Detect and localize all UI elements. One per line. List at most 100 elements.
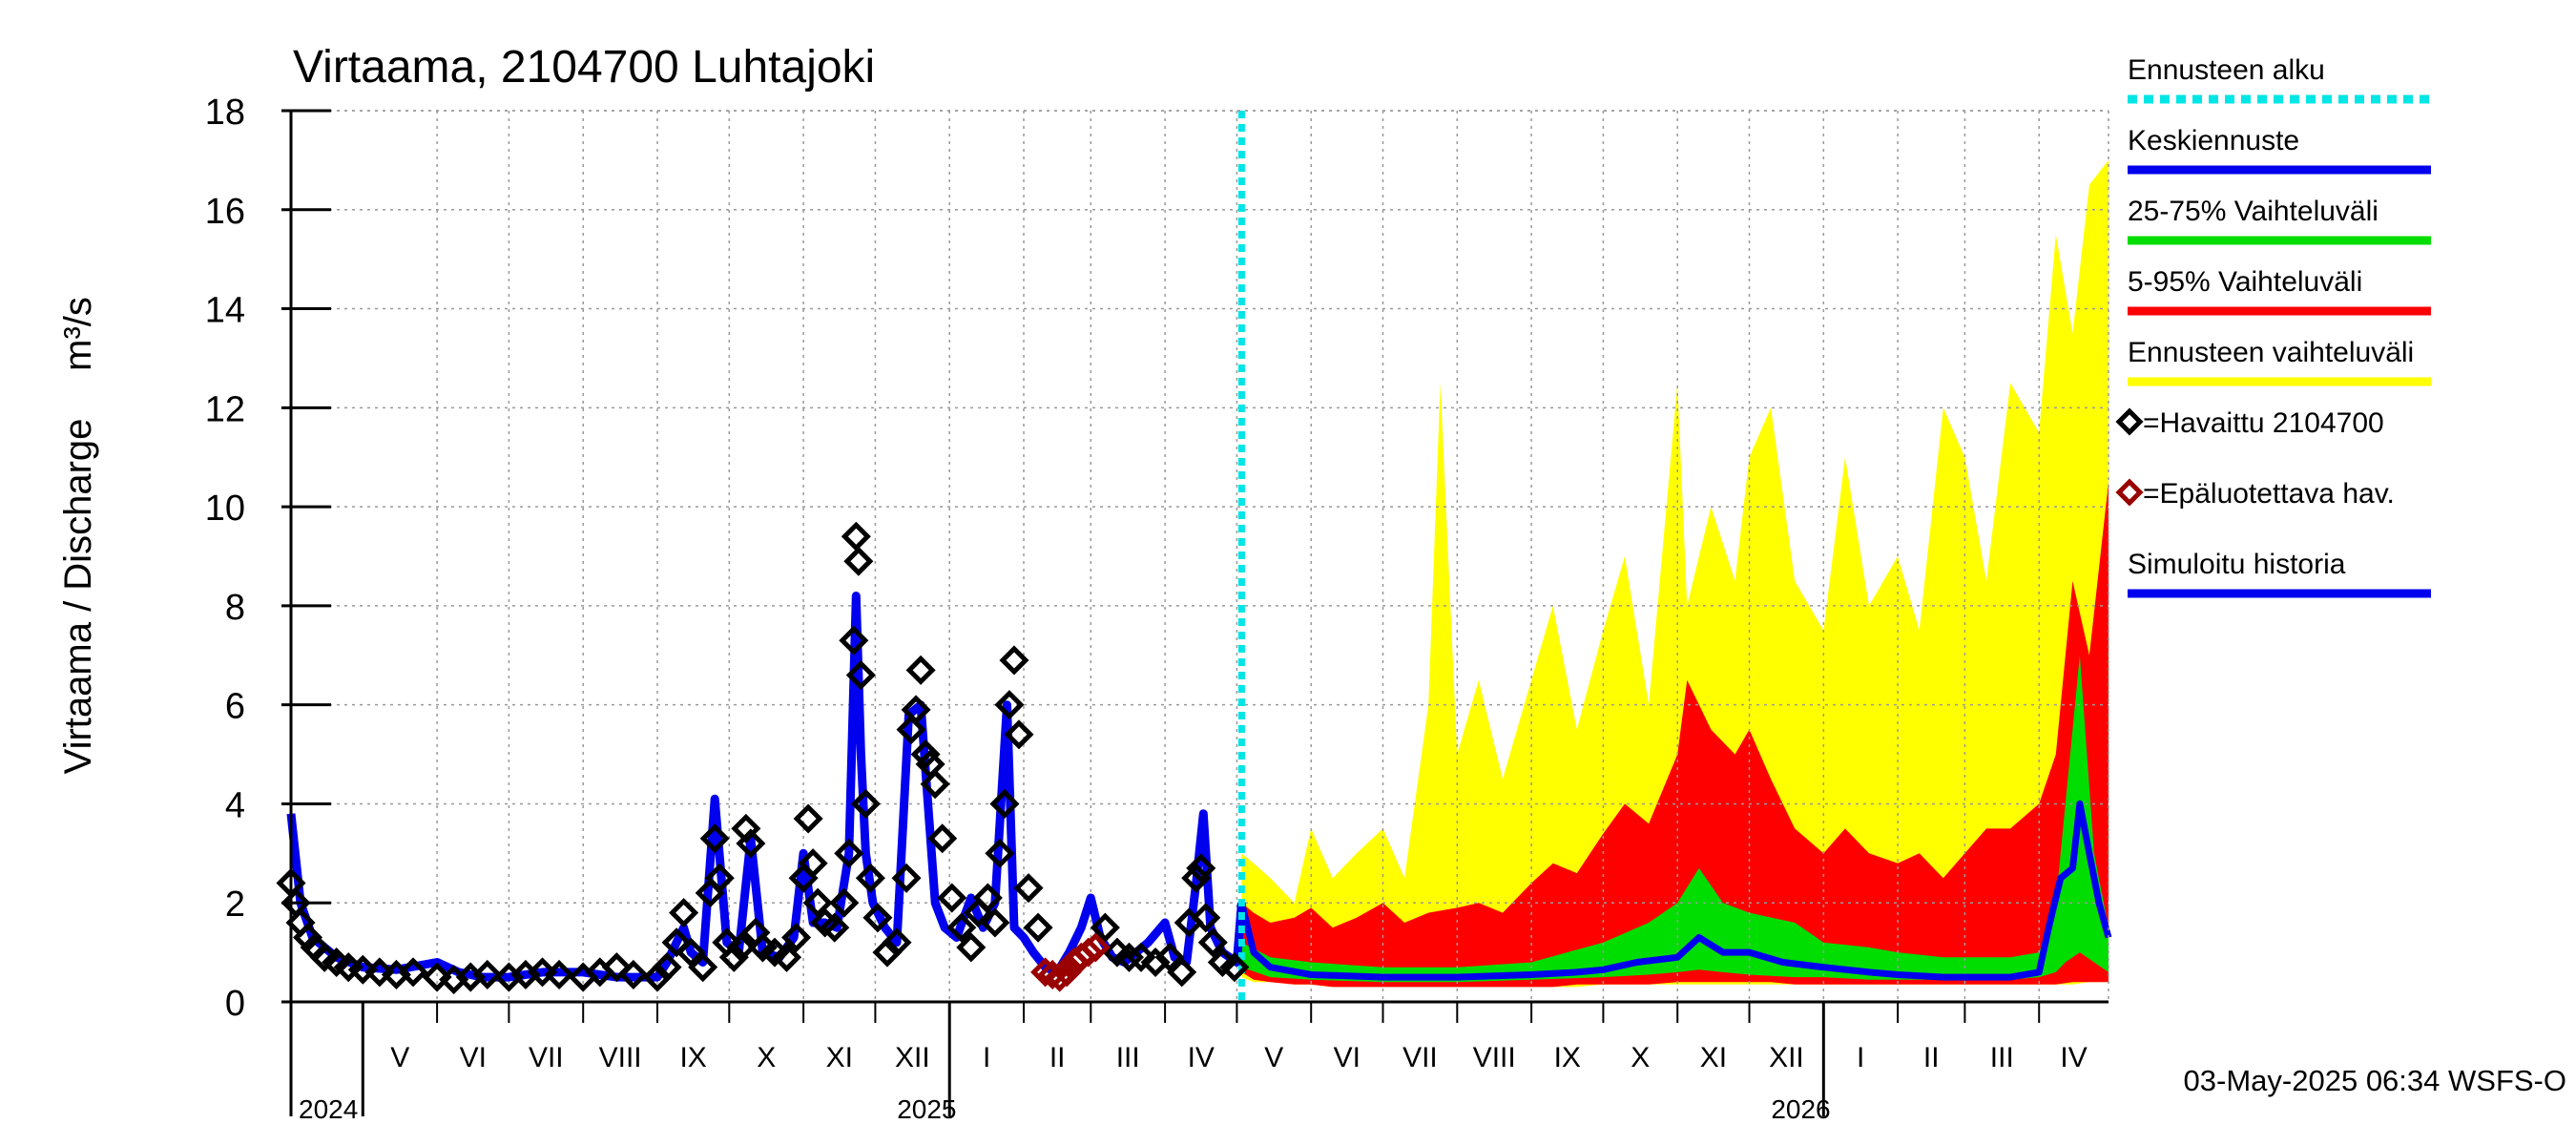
observed-marker	[781, 923, 812, 953]
month-label: IX	[679, 1042, 706, 1073]
observed-marker	[999, 645, 1029, 676]
legend-swatch	[2115, 478, 2144, 507]
unreliable-marker	[1051, 957, 1082, 988]
month-label: IV	[2060, 1042, 2087, 1073]
observed-marker	[927, 823, 958, 854]
observed-marker	[1219, 952, 1250, 983]
observed-marker	[905, 655, 936, 685]
y-tick-label: 6	[225, 687, 245, 727]
month-label: II	[1923, 1042, 1940, 1073]
month-label: V	[390, 1042, 409, 1073]
month-label: III	[1116, 1042, 1140, 1073]
y-tick-label: 10	[205, 489, 245, 529]
observed-marker	[1197, 927, 1228, 958]
month-label: X	[757, 1042, 776, 1073]
forecast-range-band	[1241, 159, 2109, 988]
observed-marker	[661, 927, 692, 958]
observed-marker	[956, 932, 987, 963]
observed-marker	[834, 838, 864, 868]
y-tick-label: 4	[225, 785, 245, 825]
observed-marker	[901, 695, 931, 725]
unreliable-marker	[1030, 957, 1061, 988]
observed-marker	[1154, 942, 1185, 972]
observed-marker	[989, 788, 1020, 819]
y-tick-label: 18	[205, 93, 245, 133]
observed-marker	[618, 959, 649, 989]
month-label: VI	[460, 1042, 487, 1073]
month-label: XII	[895, 1042, 930, 1073]
observed-marker	[398, 957, 428, 988]
month-label: II	[1049, 1042, 1066, 1073]
observed-marker	[862, 903, 893, 933]
legend: Ennusteen alku Keskiennuste 25-75% Vaihtel…	[2115, 54, 2431, 598]
y-unit-label: m³/s	[57, 297, 99, 371]
y-tick-label: 16	[205, 192, 245, 232]
observed-marker	[1191, 903, 1221, 933]
observed-marker	[642, 962, 673, 992]
observed-marker	[1126, 942, 1156, 972]
observed-marker	[688, 952, 718, 983]
observed-marker	[704, 863, 735, 893]
observed-marker	[718, 942, 749, 972]
observed-marker	[528, 957, 558, 988]
observed-marker	[882, 927, 912, 958]
observed-marker	[843, 546, 874, 576]
p5-95-band	[1241, 482, 2109, 988]
y-tick-label: 0	[225, 984, 245, 1024]
observed-marker	[675, 937, 706, 968]
unreliable-marker	[1080, 932, 1111, 963]
observed-marker	[994, 690, 1025, 720]
observed-marker	[544, 959, 574, 989]
legend-label: 25-75% Vaihteluväli	[2128, 196, 2379, 227]
observed-marker	[980, 907, 1010, 938]
observed-marker	[772, 942, 802, 972]
y-tick-label: 12	[205, 389, 245, 429]
observed-marker	[920, 769, 950, 800]
observed-marker	[347, 954, 378, 985]
y-tick-label: 2	[225, 885, 245, 925]
legend-label: =Epäluotettava hav.	[2143, 478, 2395, 510]
legend-label: Ennusteen vaihteluväli	[2128, 337, 2414, 368]
y-axis-label: Virtaama / Discharge	[57, 419, 99, 775]
observed-marker	[910, 739, 941, 770]
month-label: VIII	[599, 1042, 642, 1073]
observed-marker	[845, 659, 876, 691]
month-label: III	[1990, 1042, 2014, 1073]
month-label: VII	[1402, 1042, 1438, 1073]
observed-marker	[793, 803, 823, 834]
observed-marker	[829, 887, 860, 918]
month-label: IV	[1188, 1042, 1215, 1073]
observed-marker	[798, 848, 828, 879]
month-label: V	[1264, 1042, 1283, 1073]
unreliable-marker	[1045, 962, 1075, 992]
observed-marker	[699, 823, 730, 854]
year-label: 2025	[897, 1094, 956, 1124]
observed-marker	[669, 898, 699, 928]
observed-marker	[820, 912, 850, 943]
observed-marker	[736, 828, 766, 859]
observed-marker	[1140, 947, 1171, 978]
observation-markers	[276, 521, 1250, 995]
y-tick-label: 14	[205, 291, 245, 331]
observed-marker	[985, 838, 1015, 868]
month-label: XII	[1769, 1042, 1804, 1073]
month-label: X	[1631, 1042, 1650, 1073]
legend-swatch	[2115, 407, 2144, 436]
p25-75-band	[1241, 655, 2109, 983]
month-label: VI	[1334, 1042, 1361, 1073]
legend-label: =Havaittu 2104700	[2143, 407, 2384, 439]
year-label: 2026	[1771, 1094, 1830, 1124]
month-label: I	[1857, 1042, 1864, 1073]
observed-marker	[1023, 912, 1053, 943]
observed-marker	[802, 887, 833, 918]
footer-timestamp: 03-May-2025 06:34 WSFS-O	[2184, 1064, 2566, 1097]
year-label: 2024	[299, 1094, 358, 1124]
observed-marker	[855, 863, 885, 893]
month-label: VIII	[1473, 1042, 1516, 1073]
month-label: IX	[1554, 1042, 1581, 1073]
observed-marker	[972, 883, 1003, 913]
month-label: XI	[1700, 1042, 1727, 1073]
observed-marker	[726, 932, 757, 963]
